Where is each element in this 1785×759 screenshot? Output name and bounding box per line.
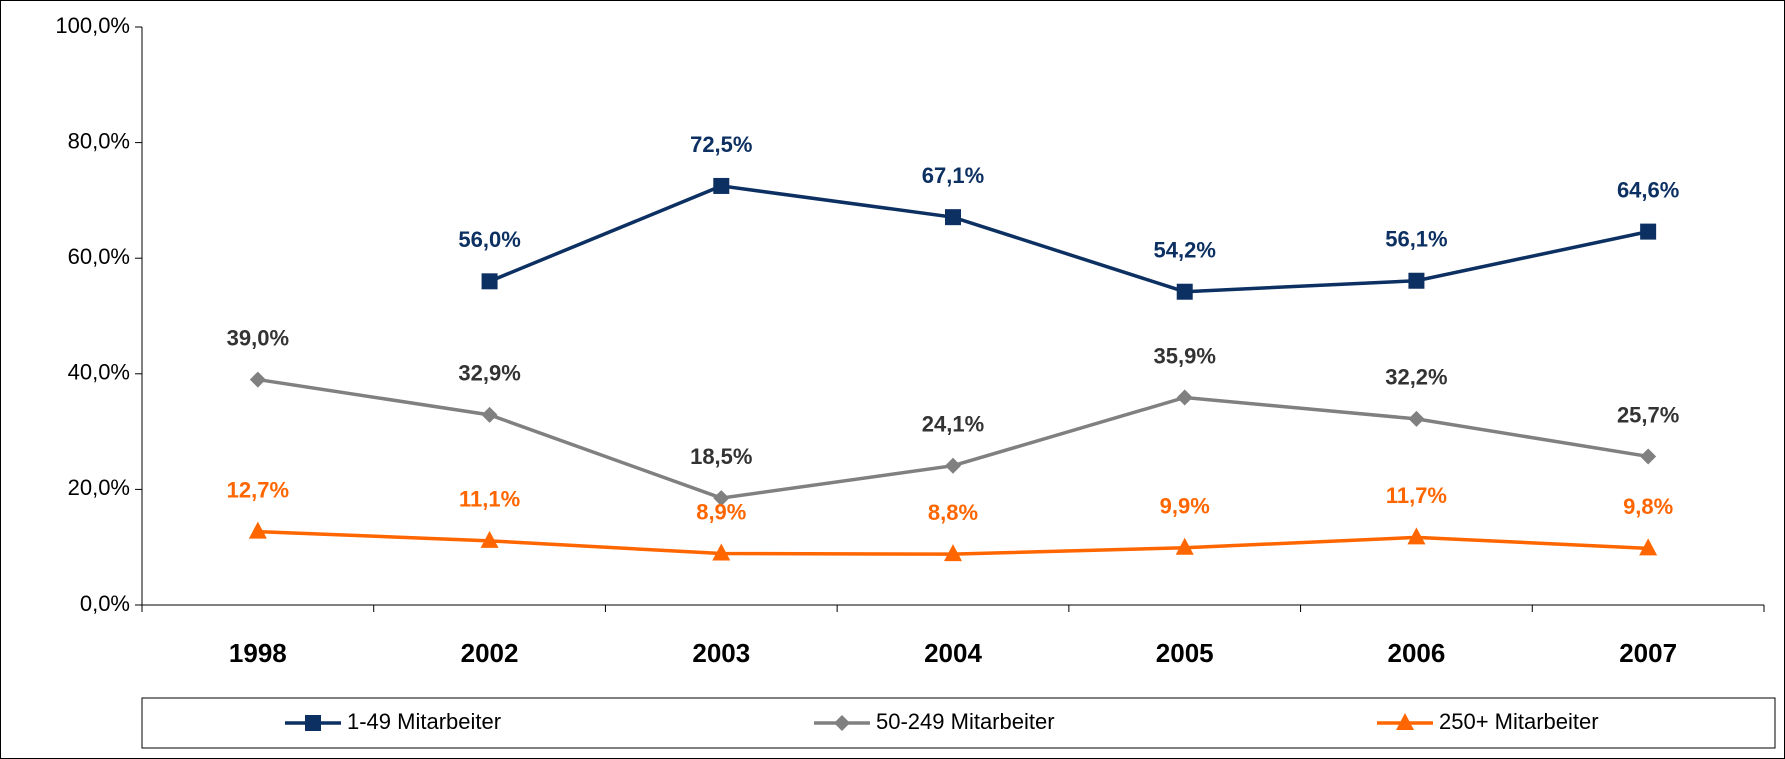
y-tick-label: 60,0%: [68, 244, 130, 269]
data-label: 32,9%: [458, 361, 520, 386]
legend-marker: [1396, 713, 1414, 730]
legend-marker: [834, 715, 850, 731]
x-tick-label: 1998: [229, 638, 287, 668]
series-line: [488, 184, 1649, 294]
x-tick-label: 2004: [924, 638, 982, 668]
x-tick-label: 2003: [692, 638, 750, 668]
marker: [713, 177, 730, 194]
marker: [1175, 537, 1194, 555]
y-tick-label: 20,0%: [68, 475, 130, 500]
y-tick-label: 100,0%: [55, 13, 130, 38]
x-tick-label: 2006: [1388, 638, 1446, 668]
legend-marker: [305, 715, 321, 731]
x-tick-label: 2007: [1619, 638, 1677, 668]
marker: [713, 490, 730, 507]
marker: [1640, 223, 1657, 240]
data-label: 67,1%: [922, 163, 984, 188]
data-label: 72,5%: [690, 132, 752, 157]
data-label: 39,0%: [227, 325, 289, 350]
legend-box: [141, 697, 1776, 749]
marker: [945, 457, 961, 474]
data-label: 8,8%: [928, 500, 978, 525]
x-tick-label: 2002: [461, 638, 519, 668]
marker: [248, 521, 267, 539]
data-label: 54,2%: [1154, 238, 1216, 263]
marker: [1176, 283, 1193, 300]
marker: [480, 530, 499, 548]
marker: [1407, 527, 1426, 545]
legend-label: 250+ Mitarbeiter: [1439, 709, 1599, 734]
data-label: 35,9%: [1154, 343, 1216, 368]
marker: [945, 209, 961, 226]
data-label: 11,7%: [1386, 483, 1447, 508]
marker: [1640, 448, 1657, 465]
data-label: 32,2%: [1385, 365, 1447, 390]
y-tick-label: 40,0%: [68, 360, 130, 385]
marker: [1176, 389, 1193, 406]
data-label: 18,5%: [690, 444, 752, 469]
data-label: 12,7%: [227, 477, 289, 502]
marker: [249, 371, 266, 388]
legend-label: 1-49 Mitarbeiter: [347, 709, 501, 734]
y-tick-label: 0,0%: [80, 591, 130, 616]
marker: [481, 406, 498, 423]
marker: [1408, 272, 1425, 289]
x-tick-label: 2005: [1156, 638, 1214, 668]
data-label: 56,1%: [1385, 227, 1447, 252]
marker: [712, 543, 731, 561]
marker: [944, 544, 962, 562]
marker: [1639, 538, 1658, 556]
data-label: 24,1%: [922, 412, 984, 437]
data-label: 56,0%: [458, 227, 520, 252]
marker: [1408, 410, 1425, 427]
legend-label: 50-249 Mitarbeiter: [876, 709, 1055, 734]
y-tick-label: 80,0%: [68, 128, 130, 153]
data-label: 11,1%: [459, 487, 520, 512]
data-label: 9,8%: [1623, 494, 1673, 519]
marker: [481, 273, 498, 290]
data-label: 25,7%: [1617, 402, 1679, 427]
data-label: 9,9%: [1160, 494, 1210, 519]
data-label: 8,9%: [696, 499, 746, 524]
data-label: 64,6%: [1617, 177, 1679, 202]
